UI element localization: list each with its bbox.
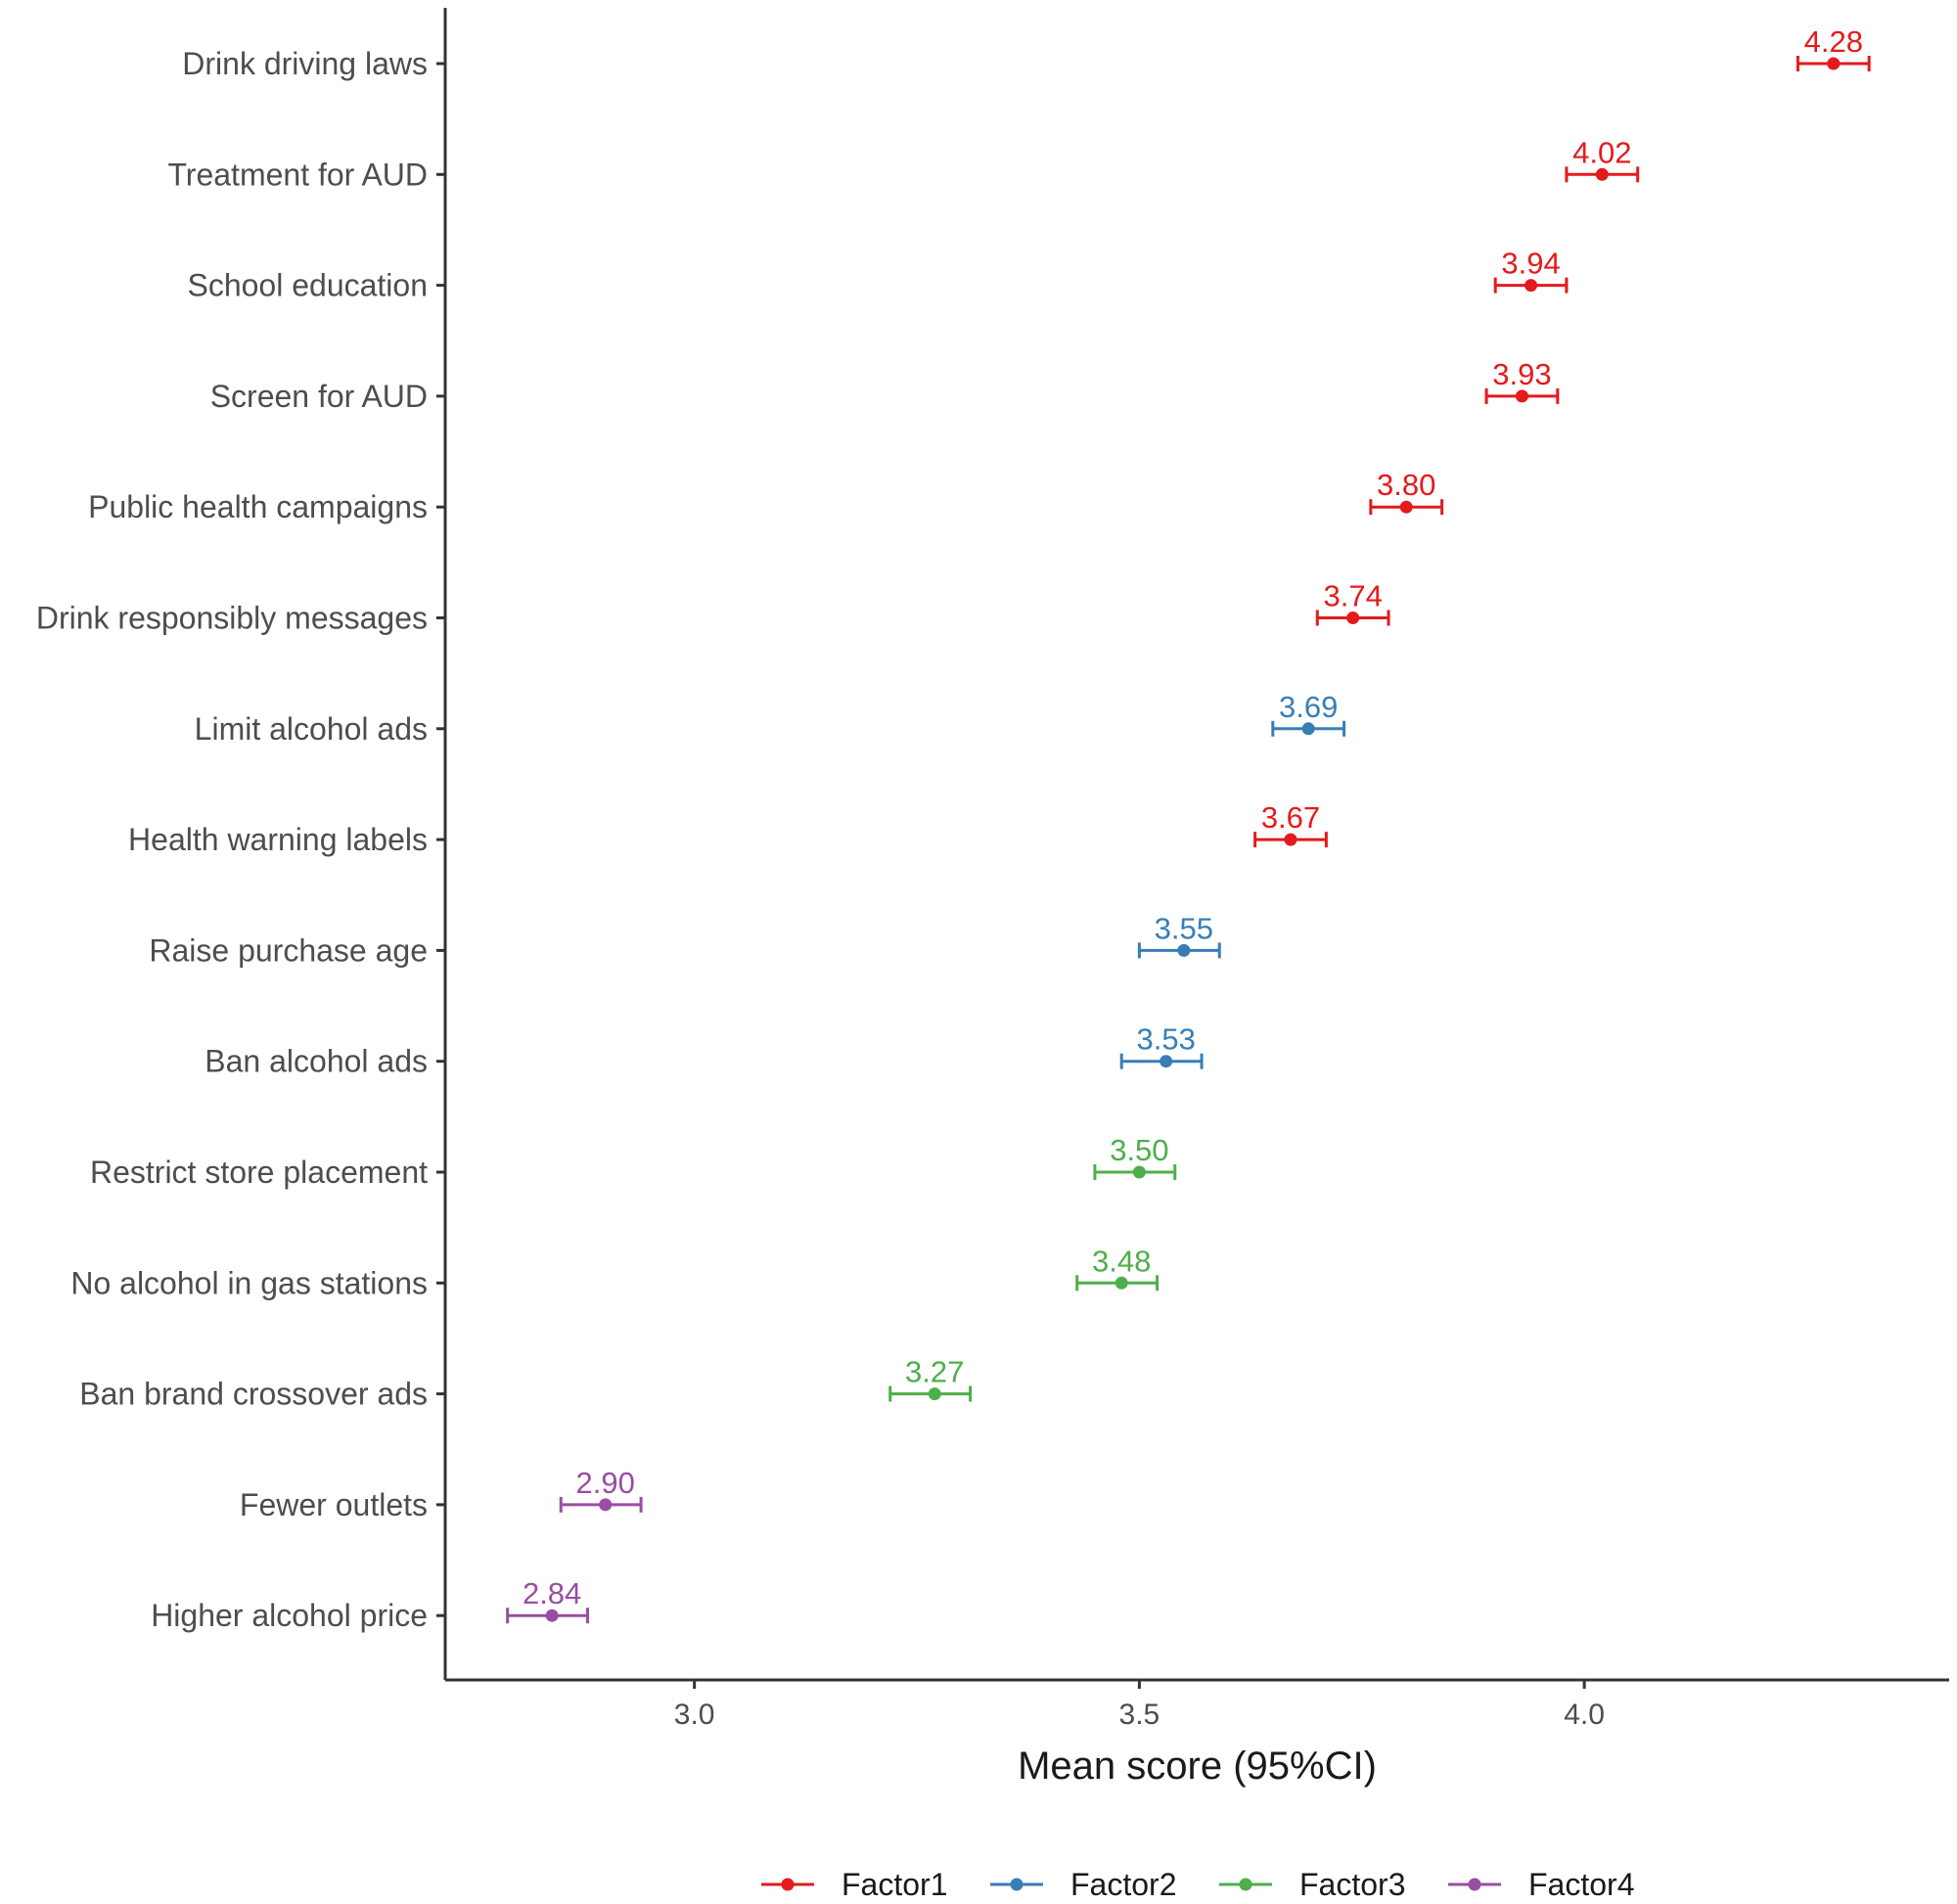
data-point [1160,1055,1173,1068]
data-label: 3.69 [1279,690,1338,724]
data-point [545,1609,559,1622]
y-tick-label: Drink driving laws [182,46,428,81]
data-point-group: 3.67 [1253,800,1328,848]
data-label: 3.67 [1261,800,1320,835]
y-axis-labels: Drink driving laws Treatment for AUD Schoo… [36,46,445,1633]
data-point [1399,500,1413,514]
x-axis-ticks: 3.0 3.5 4.0 [674,1680,1605,1731]
axes-group [443,8,1949,1682]
data-point [1284,833,1297,846]
data-label: 3.53 [1136,1022,1195,1057]
data-point-group: 4.28 [1796,24,1871,71]
data-point-group: 3.93 [1484,357,1560,404]
data-label: 3.27 [905,1355,964,1389]
x-tick-label: 3.5 [1119,1699,1161,1731]
legend-key-dot [781,1878,795,1891]
data-point [599,1498,613,1512]
data-point [928,1387,941,1401]
y-tick-label: Ban brand crossover ads [79,1377,428,1412]
data-label: 4.28 [1804,24,1863,59]
data-point [1132,1165,1146,1179]
data-label: 3.80 [1377,468,1435,502]
y-tick-label: Fewer outlets [240,1487,428,1522]
data-point-group: 3.53 [1119,1022,1204,1069]
data-point [1346,612,1360,624]
data-point-group: 3.69 [1271,690,1346,737]
y-tick-label: Public health campaigns [88,489,428,524]
data-label: 3.94 [1501,247,1560,281]
data-point-group: 3.94 [1493,247,1569,294]
y-tick-label: Raise purchase age [149,932,428,968]
data-point-group: 3.74 [1315,579,1390,626]
y-tick-label: Higher alcohol price [151,1598,428,1633]
data-label: 4.02 [1572,135,1631,169]
data-point-group: 3.27 [888,1355,973,1402]
legend-label: Factor4 [1528,1867,1634,1902]
data-label: 3.55 [1155,911,1213,945]
legend-item: Factor4 [1448,1867,1634,1902]
data-point-group: 3.55 [1137,911,1221,959]
legend: Factor1 Factor2 Factor3 Factor4 [761,1867,1634,1902]
data-label: 3.74 [1323,579,1382,613]
y-tick-label: School education [187,268,428,303]
data-marks: 4.28 4.02 3.94 3.93 3.80 3.74 3.69 3.67 3.55 3.53… [506,24,1871,1624]
data-point [1595,167,1609,181]
data-point [1177,943,1191,957]
data-label: 2.84 [523,1576,581,1610]
data-point-group: 2.84 [506,1576,590,1624]
x-tick-label: 4.0 [1564,1699,1605,1731]
y-tick-label: Restrict store placement [90,1155,428,1190]
x-axis-title: Mean score (95%CI) [1018,1745,1377,1788]
data-point [1827,57,1841,70]
data-point-group: 4.02 [1565,135,1640,183]
legend-label: Factor3 [1299,1867,1405,1902]
data-point-group: 3.48 [1075,1244,1160,1292]
data-label: 3.50 [1110,1133,1168,1167]
data-point-group: 3.80 [1369,468,1444,516]
y-tick-label: No alcohol in gas stations [70,1265,428,1300]
legend-key-dot [1010,1878,1024,1891]
y-tick-label: Limit alcohol ads [195,711,428,747]
legend-item: Factor3 [1219,1867,1405,1902]
legend-label: Factor1 [842,1867,947,1902]
data-label: 2.90 [576,1466,635,1500]
data-point [1525,279,1538,293]
legend-key-dot [1239,1878,1252,1891]
data-label: 3.48 [1092,1244,1151,1278]
legend-item: Factor1 [761,1867,947,1902]
y-tick-label: Health warning labels [128,822,428,857]
y-tick-label: Drink responsibly messages [36,601,428,636]
legend-key-dot [1468,1878,1481,1891]
x-tick-label: 3.0 [674,1699,715,1731]
legend-label: Factor2 [1070,1867,1176,1902]
y-tick-label: Treatment for AUD [167,157,428,192]
legend-item: Factor2 [990,1867,1176,1902]
data-point [1301,722,1315,736]
data-label: 3.93 [1492,357,1551,391]
data-point-group: 2.90 [559,1466,643,1513]
data-point-group: 3.50 [1093,1133,1177,1180]
y-tick-label: Ban alcohol ads [205,1044,428,1079]
y-tick-label: Screen for AUD [210,379,428,414]
data-point [1515,389,1528,403]
data-point [1115,1276,1128,1290]
